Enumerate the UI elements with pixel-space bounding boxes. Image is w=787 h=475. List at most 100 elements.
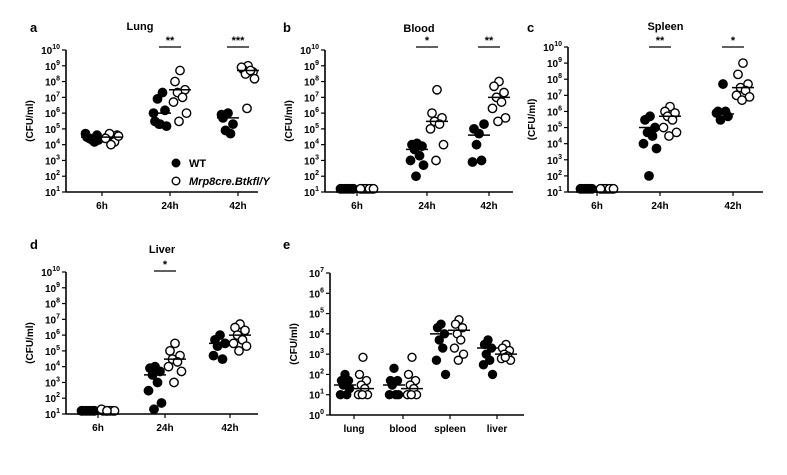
y-tick-label: 106 bbox=[304, 107, 319, 120]
ko-point bbox=[176, 366, 187, 377]
y-tick-label: 101 bbox=[304, 186, 319, 199]
wt-point bbox=[149, 404, 159, 415]
significance-label: * bbox=[425, 35, 430, 47]
wt-point bbox=[467, 157, 478, 167]
ko-point bbox=[403, 369, 414, 380]
ko-point bbox=[449, 343, 460, 353]
wt-point bbox=[418, 160, 429, 171]
ko-point bbox=[493, 116, 503, 127]
ko-point bbox=[500, 352, 510, 362]
x-tick-label-6h: 6h bbox=[92, 423, 104, 434]
wt-point bbox=[432, 323, 443, 333]
y-tick-label: 102 bbox=[45, 392, 60, 405]
ko-point bbox=[595, 183, 606, 194]
y-tick-label: 105 bbox=[45, 345, 60, 358]
wt-point bbox=[718, 79, 728, 89]
wt-point bbox=[228, 119, 238, 130]
panel-title: Liver bbox=[149, 244, 176, 256]
ko-point bbox=[427, 108, 437, 119]
y-tick-label: 106 bbox=[309, 287, 324, 300]
y-tick-label: 103 bbox=[45, 154, 60, 167]
y-tick-label: 107 bbox=[547, 89, 562, 102]
ko-point bbox=[456, 335, 466, 345]
y-tick-label: 103 bbox=[547, 154, 562, 167]
wt-point bbox=[434, 335, 444, 345]
ko-point bbox=[113, 131, 124, 141]
x-tick-label-6h: 6h bbox=[96, 201, 108, 212]
wt-point bbox=[405, 155, 416, 166]
x-tick-label-42h: 42h bbox=[221, 423, 238, 434]
ko-point bbox=[249, 73, 260, 84]
ko-point bbox=[489, 81, 499, 92]
ko-point bbox=[608, 183, 619, 194]
ko-point bbox=[664, 131, 674, 141]
y-tick-label: 108 bbox=[547, 73, 562, 86]
y-tick-label: 104 bbox=[45, 361, 60, 374]
ko-point bbox=[738, 58, 748, 69]
significance-label: * bbox=[163, 259, 168, 271]
x-tick-label-42h: 42h bbox=[229, 201, 246, 212]
y-axis-label: (CFU/ml) bbox=[25, 322, 36, 364]
panel-d: d Liver 101 102 103 104 105 106 107 108 109 1010 (CF… bbox=[25, 237, 258, 434]
y-tick-label: 108 bbox=[304, 76, 319, 89]
y-tick-label: 105 bbox=[304, 123, 319, 136]
y-tick-label: 101 bbox=[309, 389, 324, 402]
y-axis-label: (CFU/ml) bbox=[527, 99, 538, 141]
y-axis-label: (CFU/ml) bbox=[289, 323, 300, 365]
legend-ko-marker bbox=[171, 176, 181, 186]
wt-point bbox=[411, 171, 421, 182]
y-tick-label: 108 bbox=[45, 298, 60, 311]
ko-point bbox=[170, 76, 180, 87]
y-tick-label: 103 bbox=[45, 376, 60, 389]
panel-label: d bbox=[30, 237, 38, 252]
wt-point bbox=[389, 363, 399, 374]
wt-point bbox=[438, 343, 448, 353]
ko-point bbox=[102, 405, 112, 416]
ko-point bbox=[170, 338, 180, 349]
y-tick-label: 105 bbox=[45, 123, 60, 136]
legend: WT Mrp8cre.Btkfl/Y bbox=[171, 158, 271, 188]
panel-c: c Spleen 101 102 103 104 105 106 107 108 109 1010 (C… bbox=[527, 20, 763, 212]
y-tick-label: 101 bbox=[45, 408, 60, 421]
y-tick-label: 102 bbox=[304, 170, 319, 183]
wt-point bbox=[651, 143, 662, 154]
ko-point bbox=[181, 108, 192, 119]
significance-label: ** bbox=[166, 35, 175, 47]
significance-label: ** bbox=[656, 35, 665, 47]
significance-label: ** bbox=[485, 35, 494, 47]
y-axis-label: (CFU/ml) bbox=[284, 100, 295, 142]
y-tick-label: 100 bbox=[309, 409, 324, 422]
x-tick-label-24h: 24h bbox=[418, 201, 435, 212]
wt-point bbox=[479, 119, 489, 130]
wt-point bbox=[335, 390, 346, 400]
ko-point bbox=[496, 97, 507, 107]
y-tick-label: 101 bbox=[45, 186, 60, 199]
wt-point bbox=[143, 385, 154, 396]
y-tick-label: 109 bbox=[45, 60, 60, 73]
ko-point bbox=[228, 338, 239, 349]
panel-label: a bbox=[30, 20, 38, 35]
wt-point bbox=[640, 114, 650, 125]
y-tick-label: 102 bbox=[547, 170, 562, 183]
panel-e: e 100 101 102 103 104 105 106 107 (CFU/ml) lung blo… bbox=[283, 237, 524, 435]
y-tick-label: 109 bbox=[547, 57, 562, 70]
panel-title: Blood bbox=[403, 23, 434, 35]
wt-point bbox=[225, 128, 236, 139]
y-tick-label: 106 bbox=[547, 105, 562, 118]
ko-point bbox=[453, 355, 463, 365]
wt-point bbox=[216, 109, 227, 120]
panel-label: c bbox=[527, 20, 534, 35]
y-tick-label: 102 bbox=[309, 368, 324, 381]
y-tick-label: 103 bbox=[309, 348, 324, 361]
ko-point bbox=[174, 116, 184, 127]
ko-point bbox=[407, 352, 417, 362]
y-tick-label: 108 bbox=[45, 76, 60, 89]
y-tick-label: 107 bbox=[309, 267, 324, 280]
wt-point bbox=[638, 138, 649, 149]
wt-point bbox=[487, 369, 498, 380]
panel-b: b Blood 101 102 103 104 105 106 107 108 109 1010 (CF… bbox=[283, 20, 513, 212]
y-tick-label: 1010 bbox=[300, 44, 319, 57]
y-tick-label: 1010 bbox=[41, 44, 60, 57]
y-tick-label: 1010 bbox=[543, 41, 562, 54]
